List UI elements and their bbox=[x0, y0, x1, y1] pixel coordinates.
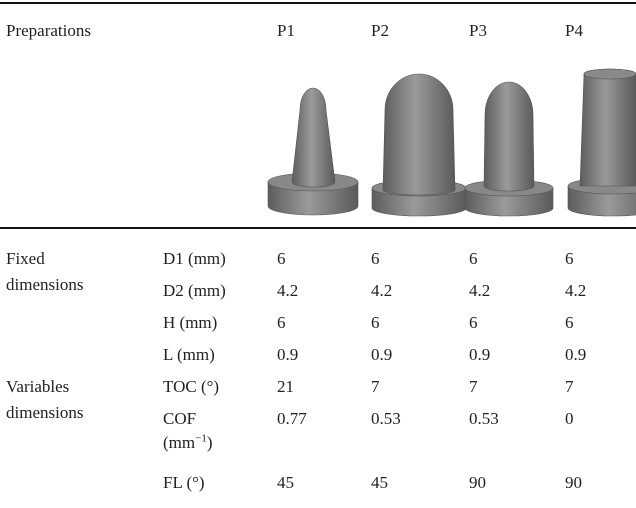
param-label: H (mm) bbox=[163, 313, 218, 332]
value-cell: 21 bbox=[277, 377, 294, 396]
group-label: Variables dimensions bbox=[6, 377, 84, 422]
value-cell: 6 bbox=[277, 313, 286, 332]
value-cell: 7 bbox=[469, 377, 478, 396]
p1-shape bbox=[267, 87, 359, 216]
value-cell: 0.9 bbox=[277, 345, 299, 364]
param-label: TOC (°) bbox=[163, 377, 220, 396]
value-cell: 7 bbox=[371, 377, 380, 396]
header-label: Preparations bbox=[6, 21, 91, 40]
header-rule bbox=[0, 227, 636, 229]
header-cell: P1 bbox=[277, 21, 295, 40]
value-cell: 0.9 bbox=[371, 345, 393, 364]
param-label: FL (°) bbox=[163, 473, 205, 492]
p2-shape bbox=[371, 73, 467, 217]
p4-shape bbox=[567, 68, 636, 217]
value-cell: 45 bbox=[371, 473, 388, 492]
unit-text: (mm bbox=[163, 433, 196, 452]
value-cell: 0.9 bbox=[469, 345, 491, 364]
group-label: Fixed dimensions bbox=[6, 249, 84, 294]
top-rule bbox=[0, 2, 636, 4]
header-cell: P4 bbox=[565, 21, 583, 40]
value-cell: 6 bbox=[469, 313, 478, 332]
unit-exponent: −1 bbox=[195, 432, 207, 445]
value-cell: 4.2 bbox=[565, 281, 587, 300]
param-unit: (mm−1) bbox=[163, 430, 213, 456]
param-label: L (mm) bbox=[163, 345, 215, 364]
value-cell: 7 bbox=[565, 377, 574, 396]
p3-shape bbox=[464, 81, 554, 217]
value-cell: 6 bbox=[565, 313, 574, 332]
value-cell: 90 bbox=[469, 473, 486, 492]
header-cell: P2 bbox=[371, 21, 389, 40]
param-label: D1 (mm) bbox=[163, 249, 226, 268]
value-cell: 45 bbox=[277, 473, 294, 492]
value-cell: 6 bbox=[371, 313, 380, 332]
unit-text: ) bbox=[206, 433, 213, 452]
value-cell: 6 bbox=[371, 249, 380, 268]
param-label: COF bbox=[163, 409, 197, 428]
value-cell: 6 bbox=[277, 249, 286, 268]
value-cell: 0 bbox=[565, 409, 574, 428]
value-cell: 6 bbox=[469, 249, 478, 268]
value-cell: 0.53 bbox=[371, 409, 401, 428]
value-cell: 4.2 bbox=[277, 281, 299, 300]
param-label: D2 (mm) bbox=[163, 281, 226, 300]
value-cell: 4.2 bbox=[469, 281, 491, 300]
value-cell: 0.77 bbox=[277, 409, 307, 428]
value-cell: 0.9 bbox=[565, 345, 587, 364]
value-cell: 6 bbox=[565, 249, 574, 268]
value-cell: 90 bbox=[565, 473, 582, 492]
header-cell: P3 bbox=[469, 21, 487, 40]
value-cell: 0.53 bbox=[469, 409, 499, 428]
value-cell: 4.2 bbox=[371, 281, 393, 300]
preparation-images bbox=[267, 68, 636, 217]
